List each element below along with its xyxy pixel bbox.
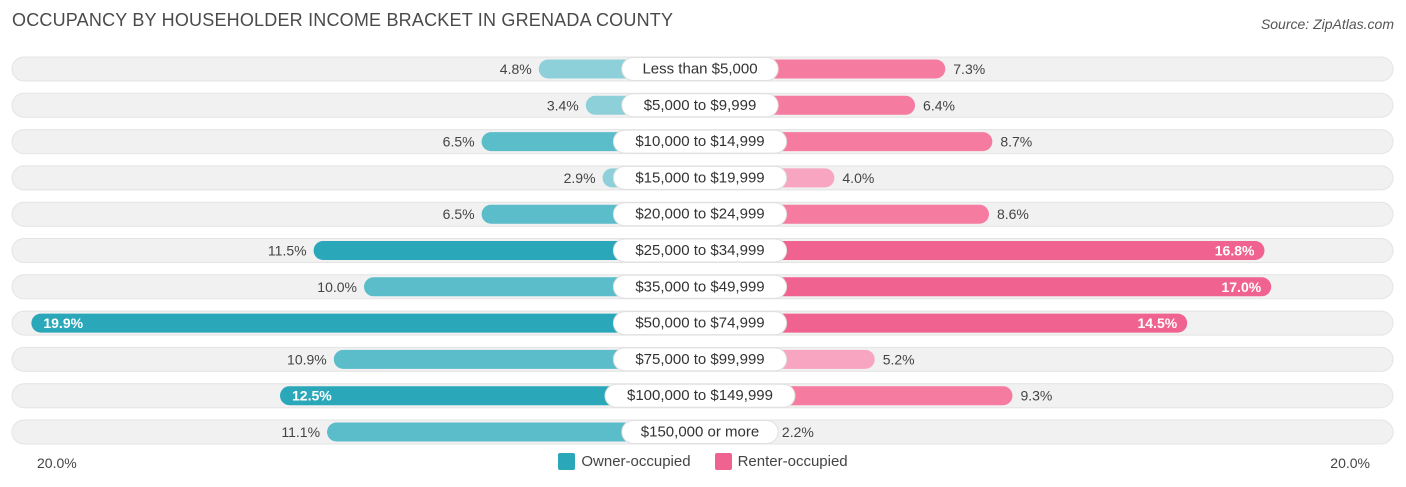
category-label: $150,000 or more — [641, 424, 759, 441]
bar-owner — [280, 386, 700, 406]
value-label-renter: 8.6% — [997, 206, 1029, 222]
value-label-owner: 11.5% — [268, 243, 307, 259]
category-label: $25,000 to $34,999 — [635, 242, 764, 259]
value-label-renter: 4.0% — [842, 170, 874, 186]
value-label-owner: 6.5% — [443, 206, 475, 222]
legend: Owner-occupied Renter-occupied — [0, 453, 1406, 470]
value-label-owner: 2.9% — [564, 170, 596, 186]
legend-swatch-renter — [714, 453, 732, 470]
value-label-owner: 10.0% — [317, 279, 357, 295]
category-pill — [612, 274, 788, 299]
value-label-renter: 6.4% — [923, 97, 955, 113]
value-label-renter: 16.8% — [1215, 243, 1255, 259]
category-label: $75,000 to $99,999 — [635, 351, 764, 368]
value-label-owner: 19.9% — [43, 315, 83, 331]
value-label-owner: 10.9% — [287, 351, 327, 367]
category-pill — [621, 93, 779, 118]
bar-renter — [700, 241, 1265, 260]
legend-item-renter: Renter-occupied — [714, 453, 848, 470]
value-label-renter: 8.7% — [1000, 134, 1032, 150]
category-pill — [604, 383, 796, 408]
value-label-renter: 2.2% — [782, 424, 814, 440]
value-label-owner: 11.1% — [281, 424, 320, 440]
category-pill — [621, 420, 779, 444]
category-label: $50,000 to $74,999 — [635, 315, 764, 332]
bar-owner — [313, 241, 700, 260]
value-label-renter: 5.2% — [883, 351, 915, 367]
source-note: Source: ZipAtlas.com — [1260, 16, 1394, 32]
bar-chart: 4.8% 7.3% Less than $5,000 3.4% 6.4% $5,000 t… — [11, 56, 1394, 445]
category-label: $35,000 to $49,999 — [635, 278, 764, 295]
value-label-renter: 7.3% — [953, 61, 985, 77]
value-label-owner: 4.8% — [500, 61, 532, 77]
category-pill — [612, 238, 788, 263]
legend-label-renter: Renter-occupied — [737, 453, 848, 470]
category-pill — [612, 202, 788, 227]
bar-renter — [700, 313, 1188, 333]
category-pill — [621, 57, 779, 81]
category-label: Less than $5,000 — [642, 61, 757, 78]
chart-title: OCCUPANCY BY HOUSEHOLDER INCOME BRACKET … — [12, 10, 674, 30]
value-label-renter: 17.0% — [1221, 279, 1261, 295]
category-label: $10,000 to $14,999 — [635, 133, 764, 150]
bar-renter — [700, 277, 1272, 297]
category-label: $5,000 to $9,999 — [644, 97, 757, 114]
legend-label-owner: Owner-occupied — [581, 453, 691, 470]
axis-right-label: 20.0% — [1330, 455, 1370, 471]
category-label: $15,000 to $19,999 — [635, 169, 764, 186]
bar-owner — [333, 349, 700, 369]
category-pill — [612, 129, 788, 154]
value-label-renter: 9.3% — [1020, 388, 1052, 404]
category-label: $100,000 to $149,999 — [627, 387, 773, 404]
value-label-owner: 6.5% — [443, 134, 475, 150]
value-label-owner: 12.5% — [292, 388, 332, 404]
value-label-renter: 14.5% — [1137, 315, 1177, 331]
legend-item-owner: Owner-occupied — [558, 453, 691, 470]
category-label: $20,000 to $24,999 — [635, 206, 764, 223]
bar-owner — [327, 422, 700, 442]
bar-owner — [31, 313, 701, 333]
category-pill — [612, 347, 788, 372]
legend-swatch-owner — [558, 453, 576, 470]
category-pill — [612, 311, 788, 336]
value-label-owner: 3.4% — [547, 97, 579, 113]
axis-left-label: 20.0% — [37, 455, 77, 471]
category-pill — [612, 165, 788, 190]
